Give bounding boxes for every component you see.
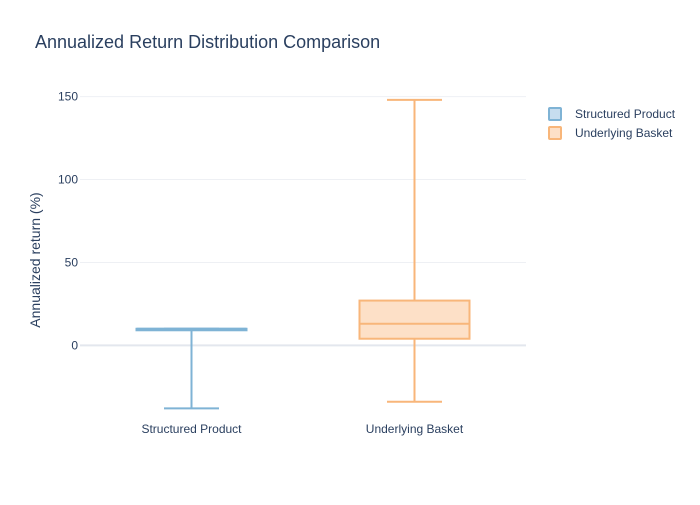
box-iqr [358, 299, 471, 340]
box-plot-1[interactable] [135, 327, 248, 410]
x-tick-labels: Structured Product Underlying Basket [141, 422, 463, 436]
legend-label: Structured Product [575, 107, 676, 121]
legend-swatch [548, 107, 562, 121]
y-axis-title: Annualized return (%) [27, 192, 43, 327]
legend-label: Underlying Basket [575, 126, 673, 140]
box-plots [135, 98, 471, 410]
legend-swatch [548, 126, 562, 140]
legend-item[interactable]: Underlying Basket [548, 126, 673, 140]
y-tick-label: 150 [58, 90, 78, 104]
y-tick-labels: 0 50 100 150 [58, 90, 78, 353]
grid-layer [80, 96, 526, 347]
chart-title: Annualized Return Distribution Compariso… [35, 32, 381, 52]
y-tick-label: 100 [58, 173, 78, 187]
legend[interactable]: Structured Product Underlying Basket [548, 107, 676, 140]
y-tick-label: 50 [65, 255, 79, 269]
legend-item[interactable]: Structured Product [548, 107, 676, 121]
x-tick-label: Structured Product [141, 422, 242, 436]
box-plot-2[interactable] [358, 98, 471, 403]
y-tick-label: 0 [71, 338, 78, 352]
x-tick-label: Underlying Basket [366, 422, 464, 436]
